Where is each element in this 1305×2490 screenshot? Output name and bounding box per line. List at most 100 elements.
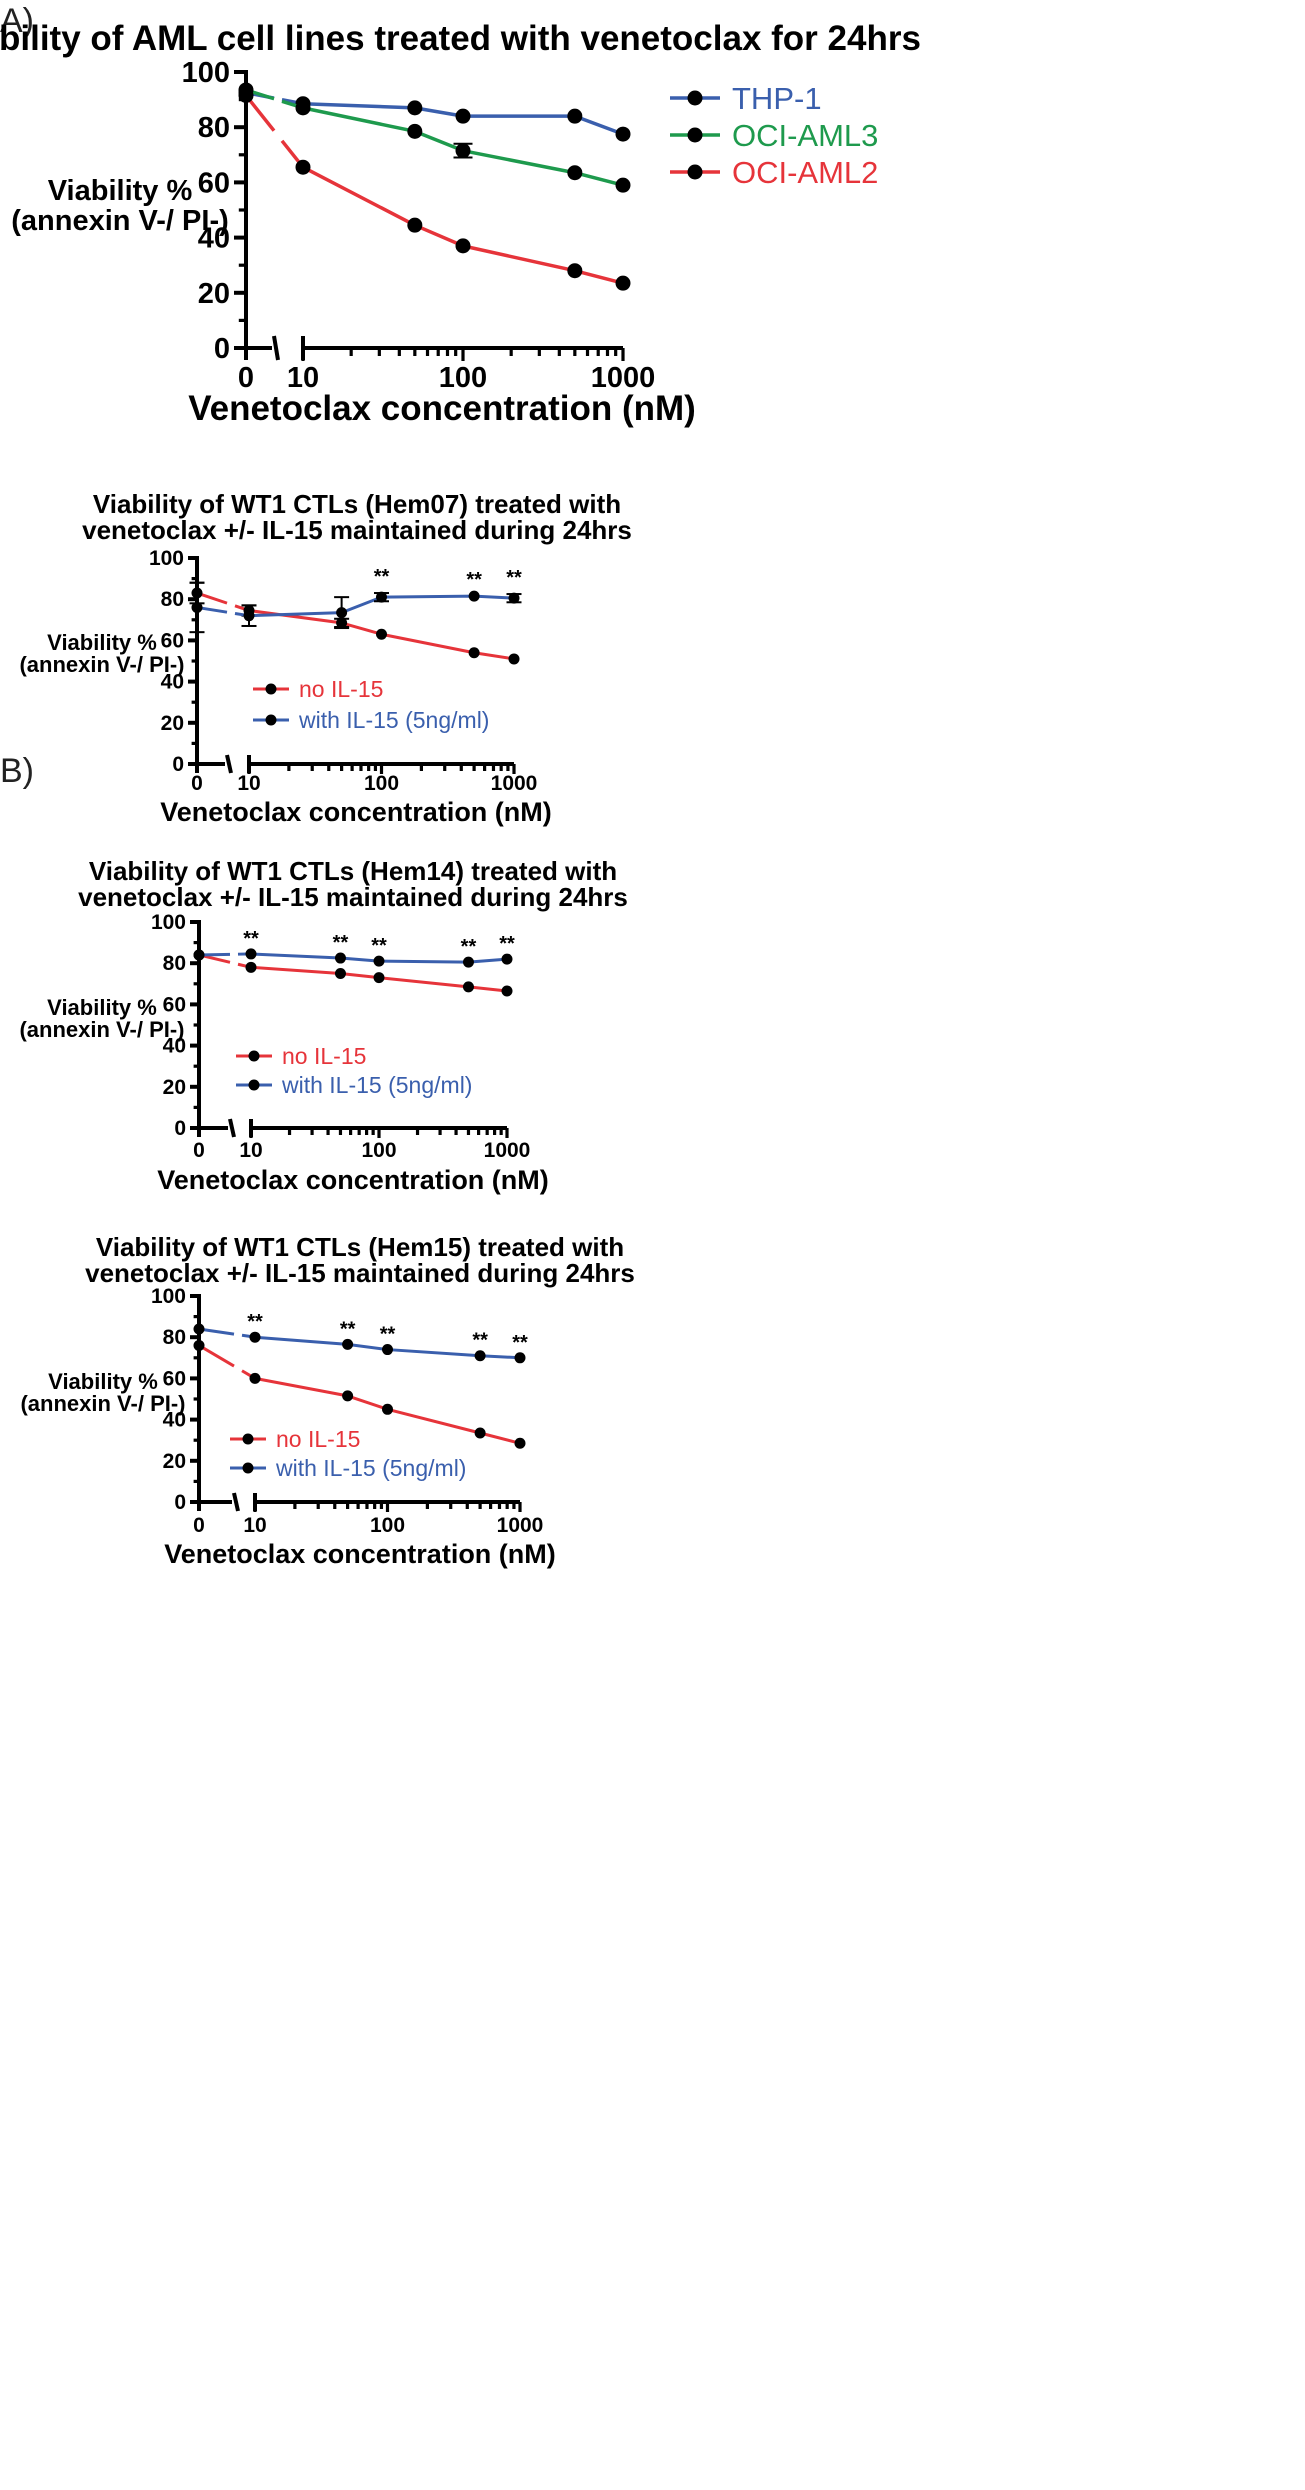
panel-label-a: A): [0, 2, 34, 40]
data-point: [474, 1427, 486, 1439]
chart-hem14: Viability of WT1 CTLs (Hem14) treated wi…: [19, 856, 627, 1195]
y-tick-label: 40: [163, 1035, 186, 1058]
legend-label: OCI-AML2: [732, 155, 878, 190]
chart-title: Viability of WT1 CTLs (Hem15) treated wi…: [96, 1232, 624, 1262]
legend: no IL-15 with IL-15 (5ng/ml): [230, 1426, 466, 1481]
legend-label: no IL-15: [282, 1043, 366, 1069]
x-tick-label: 10: [243, 1514, 266, 1537]
y-tick-label: 0: [214, 333, 230, 365]
y-tick-label: 20: [163, 1450, 186, 1473]
x-tick-label: 10: [287, 362, 319, 394]
legend-marker: [265, 714, 277, 726]
chart-title: venetoclax +/- IL-15 maintained during 2…: [78, 882, 628, 912]
x-tick-label: 10: [237, 772, 260, 795]
y-tick-label: 80: [163, 952, 186, 975]
x-axis-label: Venetoclax concentration (nM): [188, 389, 696, 428]
y-tick-label: 100: [151, 911, 186, 934]
y-tick-label: 60: [163, 993, 186, 1016]
data-point: [243, 610, 255, 622]
x-axis-label: Venetoclax concentration (nM): [157, 1165, 549, 1195]
data-point: [342, 1338, 354, 1350]
data-point: [193, 1339, 205, 1351]
y-tick-label: 80: [161, 588, 184, 611]
legend-marker: [687, 90, 703, 106]
x-tick-label: 100: [370, 1514, 405, 1537]
significance-marker: **: [499, 933, 515, 955]
y-axis-label: Viability %: [47, 995, 157, 1020]
y-tick-label: 0: [172, 753, 184, 776]
significance-marker: **: [466, 569, 482, 591]
series-line-segment: [244, 94, 276, 132]
significance-marker: **: [371, 935, 387, 957]
data-point: [567, 108, 583, 124]
significance-marker: **: [333, 932, 349, 954]
chart-hem15: Viability of WT1 CTLs (Hem15) treated wi…: [20, 1232, 634, 1569]
x-tick-label: 0: [193, 1514, 205, 1537]
data-point: [462, 981, 474, 993]
legend-label: with IL-15 (5ng/ml): [275, 1455, 466, 1481]
series-with-il-15-5ng-ml-: [193, 948, 513, 968]
data-point: [193, 1323, 205, 1335]
chart-hem07: Viability of WT1 CTLs (Hem07) treated wi…: [19, 489, 631, 827]
data-point: [376, 591, 387, 603]
data-point: [615, 275, 631, 291]
significance-marker: **: [512, 1332, 528, 1354]
legend-marker: [265, 683, 277, 695]
y-tick-label: 60: [161, 629, 184, 652]
x-tick-label: 1000: [484, 1139, 531, 1162]
data-point: [462, 956, 474, 968]
data-point: [455, 238, 471, 254]
significance-marker: **: [243, 928, 259, 950]
legend: no IL-15 with IL-15 (5ng/ml): [236, 1043, 472, 1098]
y-tick-label: 40: [163, 1409, 186, 1432]
data-point: [407, 123, 423, 139]
x-tick-label: 1000: [591, 362, 656, 394]
data-point: [295, 100, 311, 116]
data-point: [245, 961, 257, 973]
chart-title: venetoclax +/- IL-15 maintained during 2…: [85, 1258, 635, 1288]
legend-marker: [248, 1050, 260, 1062]
data-point: [501, 953, 513, 965]
significance-marker: **: [374, 566, 390, 588]
data-point: [376, 628, 387, 640]
data-point: [249, 1372, 261, 1384]
data-point: [382, 1344, 393, 1356]
y-tick-label: 60: [198, 167, 230, 199]
y-tick-label: 60: [163, 1367, 186, 1390]
y-axis-label: (annexin V-/ PI-): [11, 205, 229, 237]
series-oci-aml2: [238, 87, 631, 291]
data-point: [508, 653, 520, 665]
y-axis-label: Viability %: [48, 175, 193, 207]
chart-title: Viability of WT1 CTLs (Hem07) treated wi…: [93, 489, 621, 519]
y-tick-label: 20: [163, 1076, 186, 1099]
data-point: [334, 968, 346, 979]
data-point: [193, 949, 205, 961]
legend-label: THP-1: [732, 81, 822, 116]
series-thp-1: [238, 85, 631, 142]
y-tick-label: 100: [182, 57, 230, 89]
data-point: [382, 1403, 393, 1415]
y-tick-label: 80: [163, 1326, 186, 1349]
chart-title: Viability of AML cell lines treated with…: [0, 19, 921, 58]
significance-marker: **: [472, 1330, 488, 1352]
data-point: [295, 159, 311, 175]
data-point: [342, 1390, 354, 1402]
data-point: [567, 263, 583, 279]
y-tick-label: 100: [151, 1285, 186, 1308]
data-point: [245, 948, 257, 960]
significance-marker: **: [461, 936, 477, 958]
legend-label: no IL-15: [299, 676, 383, 702]
data-point: [567, 165, 583, 181]
x-tick-label: 100: [439, 362, 487, 394]
panel-label-b: B): [0, 752, 34, 790]
y-axis-label: (annexin V-/ PI-): [19, 652, 184, 677]
data-point: [407, 100, 423, 116]
chart-title: venetoclax +/- IL-15 maintained during 2…: [82, 515, 632, 545]
y-axis-label: Viability %: [48, 1369, 158, 1394]
legend-marker: [687, 127, 703, 143]
data-point: [249, 1331, 261, 1343]
legend-label: with IL-15 (5ng/ml): [298, 707, 489, 733]
legend-label: no IL-15: [276, 1426, 360, 1452]
legend: no IL-15 with IL-15 (5ng/ml): [253, 676, 489, 733]
x-tick-label: 0: [238, 362, 254, 394]
